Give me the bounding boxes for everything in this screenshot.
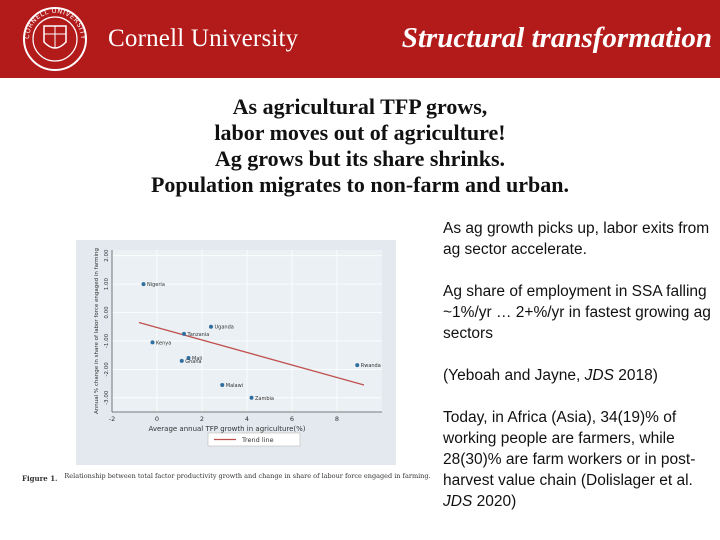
note-ssa-share: Ag share of employment in SSA falling ~1… <box>443 283 711 342</box>
y-tick-label: -2.00 <box>104 362 110 377</box>
point-label: Uganda <box>215 325 234 331</box>
legend-box <box>207 432 301 447</box>
scatter-point <box>179 358 184 363</box>
heading-line-3: Ag grows but its share shrinks. <box>214 146 506 171</box>
citation-yeboah-text: (Yeboah and Jayne, <box>443 367 585 384</box>
point-label: Kenya <box>156 340 171 346</box>
legend-label: Trend line <box>241 436 274 444</box>
scatter-point <box>186 356 191 360</box>
cornell-seal-logo: CORNELL UNIVERSITY <box>23 7 87 71</box>
note-africa-asia: Today, in Africa (Asia), 34(19)% of work… <box>443 407 718 512</box>
y-tick-label: -1.00 <box>104 333 110 348</box>
scatter-point <box>249 395 254 400</box>
x-tick-label: 6 <box>290 415 294 423</box>
scatter-figure: 2.00 1.00 0.00 -1.00 -2.00 -3.00 -2 0 2 4 6 8 Niger… <box>20 240 438 495</box>
scatter-point <box>355 363 360 368</box>
y-tick-label: 1.00 <box>104 277 110 290</box>
y-tick-label: -3.00 <box>104 390 110 405</box>
heading-line-2: labor moves out of agriculture! <box>214 120 506 145</box>
note-citation-yeboah: (Yeboah and Jayne, JDS 2018) <box>443 365 718 386</box>
scatter-point <box>182 331 186 336</box>
x-tick-label: 2 <box>200 415 204 423</box>
note-ag-growth: As ag growth picks up, labor exits from … <box>443 220 710 258</box>
x-axis-label: Average annual TFP growth in agriculture… <box>148 425 305 433</box>
scatter-point <box>150 340 155 345</box>
slide-heading: As agricultural TFP grows, labor moves o… <box>0 94 720 198</box>
x-tick-label: 4 <box>245 415 249 423</box>
trend-line <box>138 321 365 386</box>
citation-yeboah-year: 2018) <box>613 367 658 384</box>
scatter-chart: 2.00 1.00 0.00 -1.00 -2.00 -3.00 -2 0 2 4 6 8 Niger… <box>22 240 431 483</box>
point-label: Zambia <box>255 396 274 402</box>
citation-dolislager-year: 2020) <box>472 493 517 510</box>
legend: Trend line <box>207 432 301 447</box>
heading-line-1: As agricultural TFP grows, <box>232 94 488 119</box>
notes-panel: As ag growth picks up, labor exits from … <box>443 218 718 512</box>
y-tick-label: 2.00 <box>104 249 110 262</box>
slide-title: Structural transformation <box>401 22 712 54</box>
citation-dolislager-journal: JDS <box>443 493 473 510</box>
axes: 2.00 1.00 0.00 -1.00 -2.00 -3.00 -2 0 2 4 6 8 <box>104 249 382 423</box>
point-label: Ghana <box>185 359 201 365</box>
point-label: Malawi <box>226 383 243 389</box>
x-tick-label: -2 <box>109 415 115 423</box>
scatter-point <box>220 383 225 387</box>
header-bar: CORNELL UNIVERSITY Cornell University St… <box>0 0 720 78</box>
heading-line-4: Population migrates to non-farm and urba… <box>150 172 570 197</box>
scatter-point <box>209 324 213 329</box>
trend-layer <box>138 321 365 386</box>
university-name: Cornell University <box>108 25 299 52</box>
x-tick-label: 0 <box>155 415 159 423</box>
citation-yeboah-journal: JDS <box>584 367 614 384</box>
scatter-point <box>141 282 146 287</box>
figure-caption-text: Relationship between total factor produc… <box>64 472 431 480</box>
point-label: Nigeria <box>147 282 165 288</box>
figure-caption-label: Figure 1. <box>22 474 58 483</box>
y-tick-label: 0.00 <box>104 306 110 319</box>
point-label: Rwanda <box>361 363 381 369</box>
note-africa-asia-text: Today, in Africa (Asia), 34(19)% of work… <box>443 409 696 489</box>
x-tick-label: 8 <box>335 415 339 423</box>
y-axis-label: Annual % change in share of labor force … <box>94 248 100 414</box>
point-label: Tanzania <box>187 332 210 338</box>
point-label: Mali <box>192 356 202 362</box>
